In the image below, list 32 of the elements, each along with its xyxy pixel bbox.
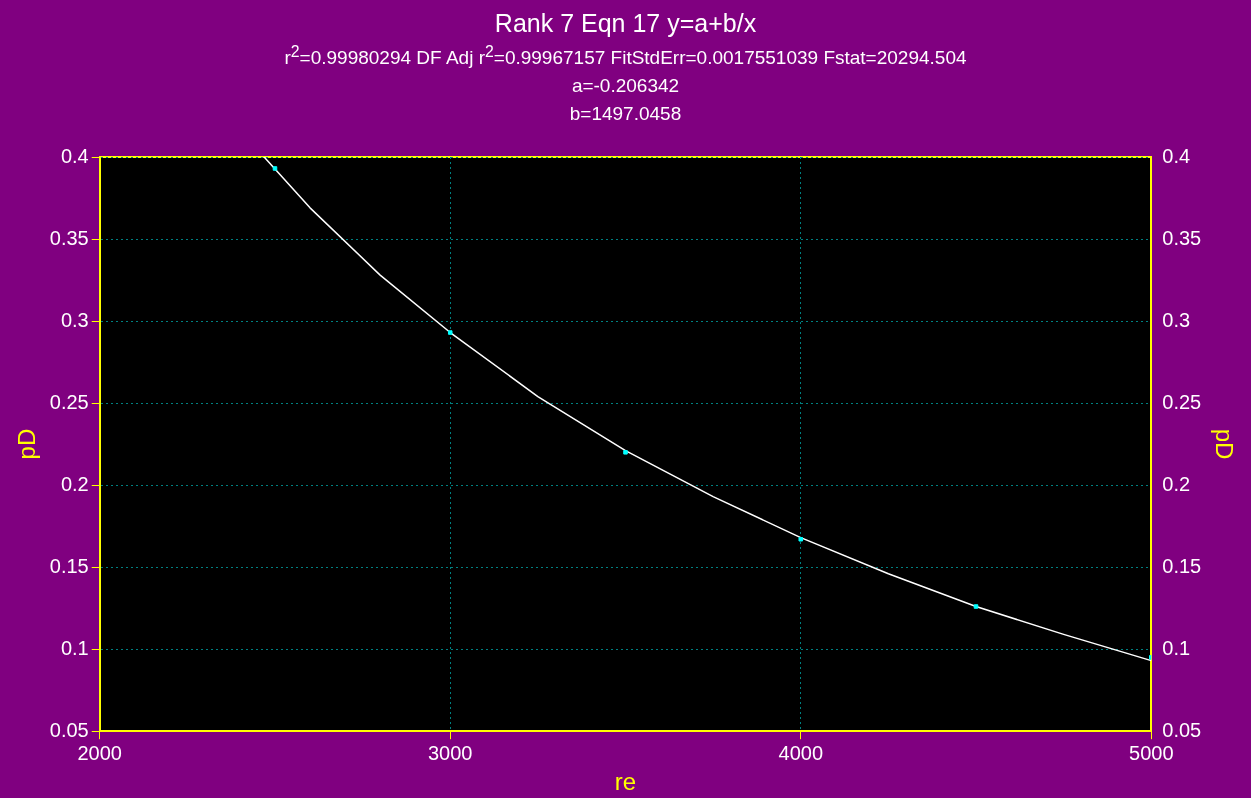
y-axis-title: pD xyxy=(13,428,41,460)
y-tick-label: 0.4 xyxy=(60,144,89,167)
x-axis-title: re xyxy=(614,768,637,796)
y2-tick-label: 0.05 xyxy=(1162,718,1202,741)
y2-tick-label: 0.25 xyxy=(1162,390,1202,413)
x-tick-label: 5000 xyxy=(1129,741,1174,764)
x-tick-label: 2000 xyxy=(77,741,122,764)
point xyxy=(973,604,979,609)
y2-tick-label: 0.4 xyxy=(1162,144,1191,167)
y-tick-label: 0.3 xyxy=(60,308,89,331)
y2-tick-label: 0.35 xyxy=(1162,226,1202,249)
y-tick-label: 0.1 xyxy=(60,636,89,659)
x-tick-label: 3000 xyxy=(427,741,473,764)
y2-axis-title: pD xyxy=(1210,428,1238,460)
text: b=1497.0458 xyxy=(568,102,683,127)
y-tick-label: 0.25 xyxy=(49,390,89,413)
chart-subtitle: r$^{2}$=0.99980294 DF Adj r$^{2}$=0.99967157 FitStdErr=0.0017551039 Fstat=20294.504 xyxy=(283,42,968,71)
y2-tick-label: 0.15 xyxy=(1162,554,1202,577)
point xyxy=(623,450,628,455)
y-tick-label: 0.35 xyxy=(49,226,89,249)
y-tick-label: 0.05 xyxy=(49,718,89,741)
y2-tick-label: 0.1 xyxy=(1162,636,1191,659)
y-tick-label: 0.2 xyxy=(60,472,89,495)
y-tick-label: 0.15 xyxy=(49,554,89,577)
x-tick-label: 4000 xyxy=(778,741,824,764)
text: a=-0.206342 xyxy=(570,74,681,99)
y2-tick-label: 0.3 xyxy=(1162,308,1191,331)
point xyxy=(798,536,804,542)
point xyxy=(272,166,278,171)
y2-tick-label: 0.2 xyxy=(1162,472,1191,495)
point xyxy=(447,330,453,335)
chart-title: Rank 7 Eqn 17 y=a+b/x xyxy=(493,8,758,38)
